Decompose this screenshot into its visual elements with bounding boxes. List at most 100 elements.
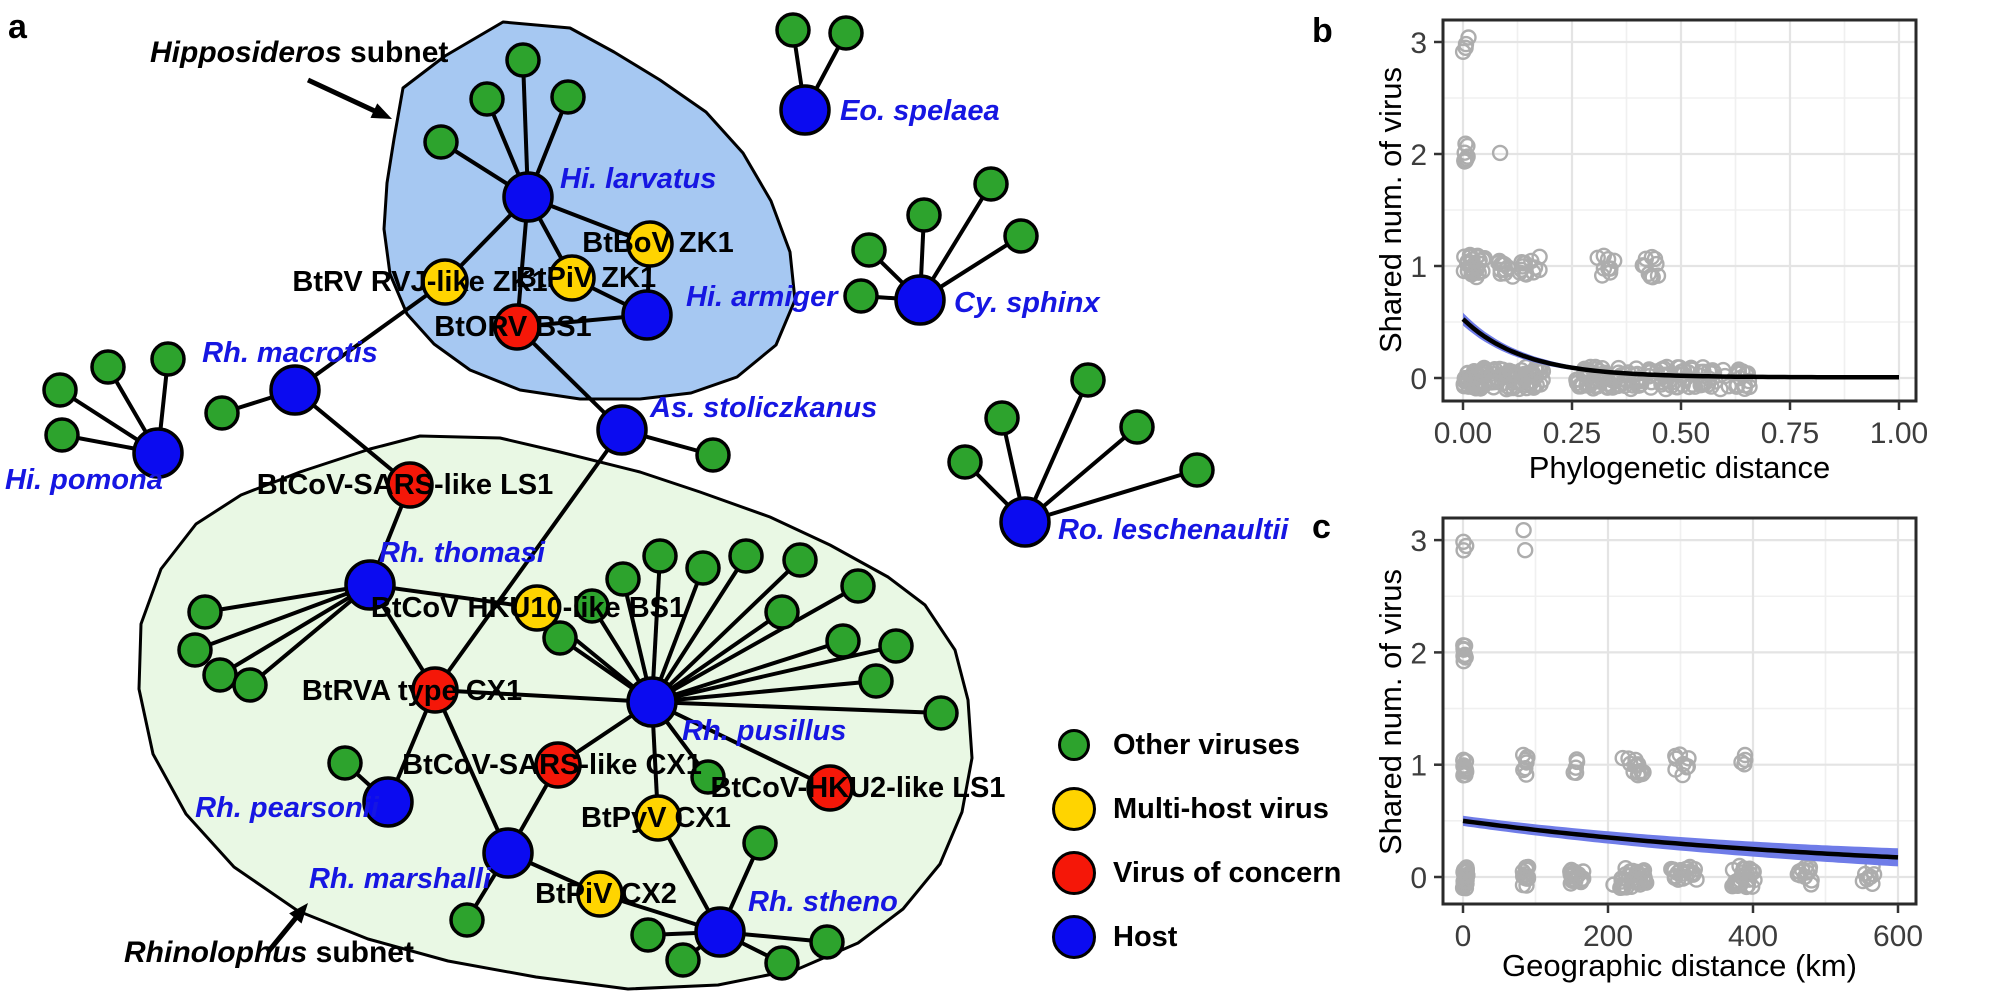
edge-rh_thomasi-other-virus bbox=[194, 583, 371, 652]
virus-label-btcov_hku2: BtCoV-HKU2-like LS1 bbox=[711, 772, 1006, 804]
host-label-hi_larvatus: Hi. larvatus bbox=[560, 163, 716, 195]
rhinolophus-subnet-label: Rhinolophus subnet bbox=[124, 936, 414, 970]
other-virus-node bbox=[665, 942, 701, 978]
edge-rh_pusillus-btcov_hku2 bbox=[651, 700, 831, 790]
edge-rh_pusillus-other-virus bbox=[651, 700, 942, 715]
scatter-point bbox=[1455, 640, 1472, 658]
other-virus-node bbox=[574, 588, 610, 624]
other-virus-node bbox=[505, 42, 541, 78]
virus-node-btorv_bs1 bbox=[493, 303, 541, 351]
edge-rh_thomasi-btcov_hku10 bbox=[369, 583, 538, 610]
other-virus-node bbox=[327, 745, 363, 781]
rhinolophus-subnet-label-arrow bbox=[266, 910, 303, 954]
scatter-point bbox=[1641, 363, 1658, 380]
scatter-point bbox=[1457, 135, 1474, 152]
x-tick-label: 0.75 bbox=[1761, 417, 1819, 450]
host-label-rh_marshalli: Rh. marshalli bbox=[309, 863, 492, 895]
scatter-point bbox=[1634, 864, 1652, 881]
host-node-rh_stheno bbox=[694, 906, 746, 958]
scatter-point bbox=[1457, 766, 1474, 784]
other-virus-node bbox=[1003, 218, 1039, 254]
rhinolophus-subnet-label-rest: subnet bbox=[307, 936, 414, 969]
host-label-ro_leschenaultii: Ro. leschenaultii bbox=[1058, 514, 1289, 546]
other-virus-node bbox=[42, 372, 78, 408]
virus-label-btcov_sars_cx1: BtCoV-SARS-like CX1 bbox=[402, 749, 702, 781]
virus-label-btcov_sars_ls1: BtCoV-SARS-like LS1 bbox=[257, 469, 554, 501]
scatter-point bbox=[1462, 248, 1479, 265]
other-virus-node bbox=[828, 15, 864, 51]
other-virus-node bbox=[878, 628, 914, 664]
virus-node-btcov_sars_cx1 bbox=[534, 741, 582, 789]
edge-rh_pusillus-other-virus bbox=[651, 584, 859, 704]
other-virus-node bbox=[840, 568, 876, 604]
other-virus-node bbox=[449, 902, 485, 938]
scatter-point bbox=[1455, 647, 1472, 665]
virus-node-btrv_rvj bbox=[421, 258, 469, 306]
other-virus-node bbox=[775, 12, 811, 48]
virus-node-btbov_zk1 bbox=[626, 220, 674, 268]
edge-ro_leschenaultii-other-virus bbox=[1023, 379, 1090, 523]
host-label-hi_pomona: Hi. pomona bbox=[5, 464, 163, 496]
scatter-point bbox=[1649, 267, 1667, 284]
other-virus-node bbox=[809, 924, 845, 960]
x-tick-label: 200 bbox=[1583, 920, 1633, 953]
y-tick-label: 1 bbox=[1410, 251, 1427, 284]
scatter-point bbox=[1572, 873, 1590, 891]
other-viruses-swatch-icon bbox=[1058, 729, 1090, 761]
other-virus-node bbox=[44, 417, 80, 453]
host-label-hi_armiger: Hi. armiger bbox=[686, 281, 839, 313]
scatter-point bbox=[1524, 364, 1542, 382]
other-virus-node bbox=[1119, 409, 1155, 445]
scatter-point bbox=[1791, 867, 1809, 884]
y-tick-label: 1 bbox=[1410, 750, 1427, 783]
host-node-rh_macrotis bbox=[269, 364, 321, 416]
scatter-point bbox=[1457, 39, 1474, 56]
virus-label-btpiv_zk1: BtPiV ZK1 bbox=[516, 262, 656, 294]
edge-rh_pusillus-other-virus bbox=[650, 554, 748, 704]
edge-rh_pusillus-other-virus bbox=[650, 558, 802, 704]
scatter-point bbox=[1666, 862, 1683, 879]
virus-label-btrv_rvj: BtRV RVJ-like ZK1 bbox=[292, 266, 547, 298]
other-virus-node bbox=[843, 278, 879, 314]
hipposideros-subnet-label-arrow bbox=[306, 77, 383, 117]
host-label-rh_thomasi: Rh. thomasi bbox=[379, 537, 546, 569]
y-tick-label: 2 bbox=[1410, 139, 1427, 172]
scatter-point bbox=[1613, 873, 1630, 890]
scatter-point bbox=[1459, 867, 1476, 884]
scatter-point bbox=[1511, 264, 1529, 281]
other-virus-node bbox=[204, 395, 240, 431]
scatter-point bbox=[1858, 871, 1876, 888]
other-virus-node bbox=[782, 542, 818, 578]
scatter-point bbox=[1602, 260, 1619, 277]
scatter-point bbox=[1517, 751, 1535, 769]
scatter-point bbox=[1701, 370, 1718, 387]
edge-rh_marshalli-btrva_cx1 bbox=[433, 689, 510, 854]
scatter-point bbox=[1619, 871, 1637, 889]
y-tick-label: 0 bbox=[1410, 363, 1427, 396]
host-node-rh_pusillus bbox=[626, 676, 678, 728]
host-label-rh_stheno: Rh. stheno bbox=[748, 886, 898, 918]
scatter-point bbox=[1744, 862, 1761, 879]
scatter-point bbox=[1518, 859, 1536, 876]
trend-line bbox=[1462, 818, 1899, 860]
scatter-point bbox=[1501, 369, 1518, 387]
edge-rh_pusillus-other-virus bbox=[651, 639, 844, 704]
scatter-point bbox=[1741, 865, 1759, 882]
scatter-point bbox=[1589, 378, 1606, 395]
host-label-rh_macrotis: Rh. macrotis bbox=[202, 337, 378, 369]
scatter-point bbox=[1491, 144, 1509, 162]
other-virus-node bbox=[690, 759, 726, 795]
multi-host-virus-swatch-icon bbox=[1052, 787, 1096, 831]
x-tick-label: 0.50 bbox=[1652, 417, 1710, 450]
host-label-eo_spelaea: Eo. spelaea bbox=[840, 95, 1000, 127]
panel-b-y-axis-title: Shared num. of virus bbox=[1373, 66, 1408, 354]
other-virus-node bbox=[695, 437, 731, 473]
legend-item-virus-of-concern: Virus of concern bbox=[1051, 850, 1341, 896]
scatter-point bbox=[1504, 366, 1521, 383]
scatter-point bbox=[1625, 763, 1642, 780]
edge-rh_pusillus-other-virus bbox=[651, 679, 877, 704]
scatter-point bbox=[1456, 144, 1473, 161]
other-virus-node bbox=[906, 197, 942, 233]
host-label-as_stoliczkanus: As. stoliczkanus bbox=[649, 392, 877, 424]
host-node-rh_thomasi bbox=[344, 559, 396, 611]
